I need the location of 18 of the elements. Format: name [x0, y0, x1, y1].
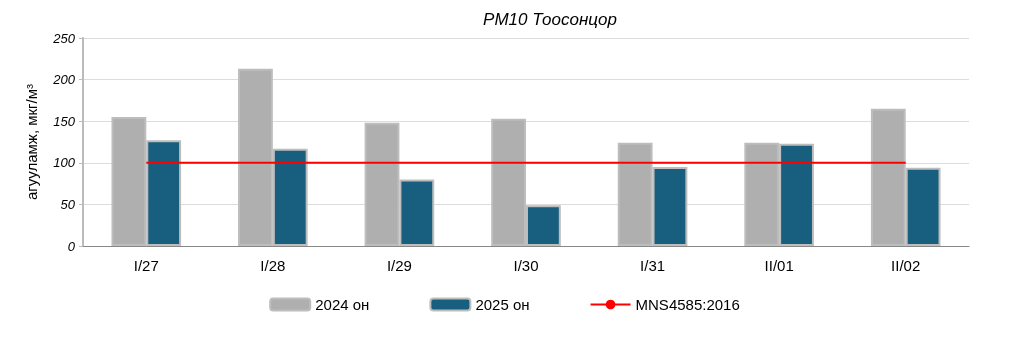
legend-label: MNS4585:2016: [635, 296, 740, 313]
legend-label: 2024 он: [315, 296, 370, 313]
x-tick-label: I/27: [133, 257, 159, 274]
x-tick-label: I/28: [260, 257, 286, 274]
x-tick-label: I/30: [513, 257, 539, 274]
y-tick-label: 250: [52, 30, 76, 46]
chart-title: PM10 Тоосонцор: [483, 10, 617, 29]
y-tick-label: 50: [60, 196, 76, 212]
y-tick-label: 0: [67, 238, 76, 254]
x-tick-label: II/02: [891, 257, 921, 274]
y-axis-title: агууламж, мкг/м³: [23, 83, 40, 201]
x-tick-label: II/01: [764, 257, 794, 274]
legend-label: 2025 он: [475, 296, 530, 313]
y-tick-label: 200: [52, 72, 76, 88]
y-tick-label: 150: [53, 113, 76, 129]
x-tick-label: I/29: [386, 257, 412, 274]
y-tick-label: 100: [53, 155, 76, 171]
x-tick-label: I/31: [640, 257, 666, 274]
